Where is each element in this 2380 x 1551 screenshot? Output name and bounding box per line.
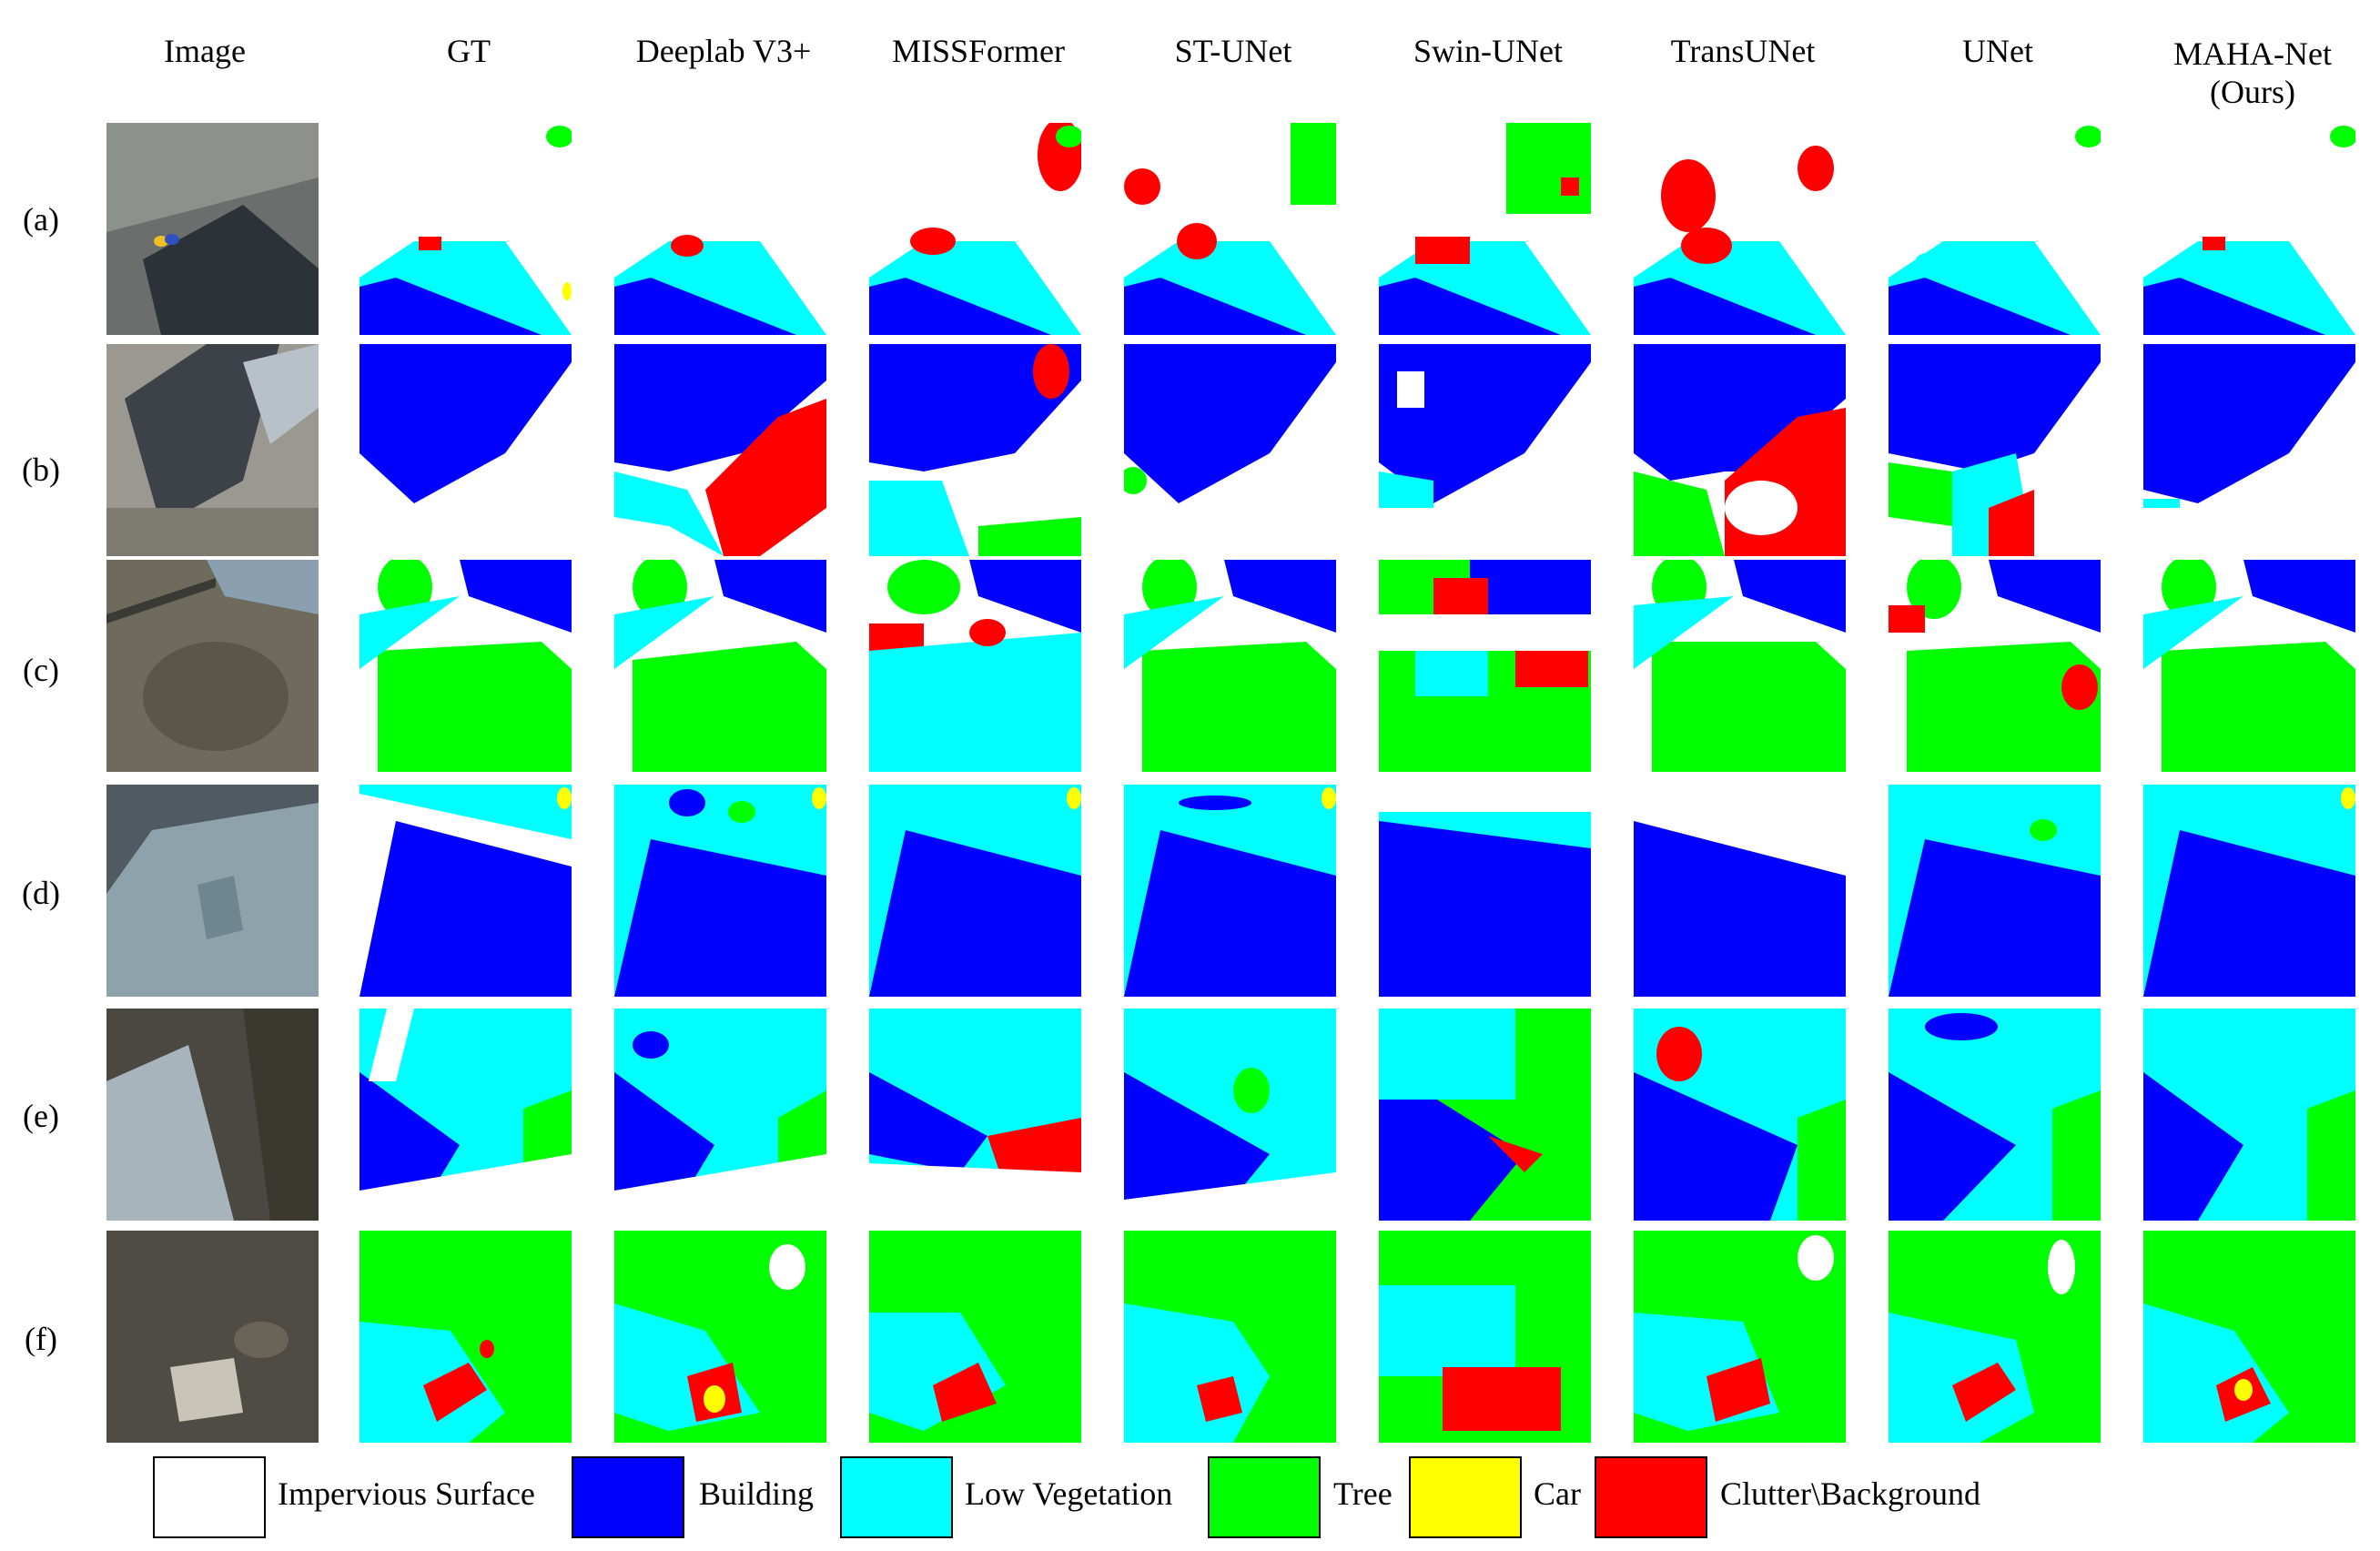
tile-f-missformer: [869, 1231, 1081, 1443]
legend-swatch-tree: [1208, 1456, 1321, 1538]
tile-b-missformer: [869, 344, 1081, 556]
tile-e-transunet: [1634, 1009, 1846, 1221]
tile-a-maha-net: [2143, 123, 2355, 335]
tile-c-transunet: [1634, 560, 1846, 772]
tile-f-swin-unet: [1379, 1231, 1591, 1443]
tile-a-unet: [1889, 123, 2101, 335]
tile-e-image: [106, 1009, 319, 1221]
tile-b-swin-unet: [1379, 344, 1591, 556]
legend-swatch-clutter-background: [1595, 1456, 1707, 1538]
legend-label-building: Building: [699, 1475, 815, 1512]
tile-f-maha-net: [2143, 1231, 2355, 1443]
tile-c-st-unet: [1124, 560, 1336, 772]
column-header-image: Image: [164, 33, 246, 69]
tile-e-st-unet: [1124, 1009, 1336, 1221]
tile-f-deeplab: [614, 1231, 826, 1443]
tile-d-image: [106, 785, 319, 997]
tile-a-transunet: [1634, 123, 1846, 335]
tile-c-gt: [360, 560, 572, 772]
tile-e-maha-net: [2143, 1009, 2355, 1221]
tile-e-deeplab: [614, 1009, 826, 1221]
tile-c-unet: [1889, 560, 2101, 772]
tile-f-unet: [1889, 1231, 2101, 1443]
tile-a-gt: [360, 123, 572, 335]
tile-a-swin-unet: [1379, 123, 1591, 335]
tile-e-unet: [1889, 1009, 2101, 1221]
column-header-gt: GT: [447, 33, 491, 69]
tile-c-maha-net: [2143, 560, 2355, 772]
tile-b-image: [106, 344, 319, 556]
tile-a-deeplab: [614, 123, 826, 335]
tile-b-gt: [360, 344, 572, 556]
legend-label-low-vegetation: Low Vegetation: [965, 1475, 1173, 1512]
column-header-unet: UNet: [1962, 33, 2033, 69]
legend-swatch-car: [1409, 1456, 1522, 1538]
tile-a-st-unet: [1124, 123, 1336, 335]
legend-swatch-building: [572, 1456, 684, 1538]
tile-f-image: [106, 1231, 319, 1443]
tile-d-gt: [360, 785, 572, 997]
tile-c-deeplab: [614, 560, 826, 772]
tile-c-swin-unet: [1379, 560, 1591, 772]
tile-e-swin-unet: [1379, 1009, 1591, 1221]
tile-b-deeplab: [614, 344, 826, 556]
tile-f-st-unet: [1124, 1231, 1336, 1443]
row-label-d: (d): [22, 875, 60, 911]
tile-b-unet: [1889, 344, 2101, 556]
legend-label-impervious-surface: Impervious Surface: [278, 1475, 535, 1512]
column-header-deeplab: Deeplab V3+: [635, 33, 812, 69]
row-label-c: (c): [23, 652, 59, 688]
column-header-missformer: MISSFormer: [891, 33, 1066, 69]
tile-c-missformer: [869, 560, 1081, 772]
legend-label-tree: Tree: [1333, 1475, 1393, 1512]
row-label-a: (a): [23, 201, 59, 238]
column-header-swin-unet: Swin-UNet: [1413, 33, 1563, 69]
legend-swatch-impervious-surface: [153, 1456, 266, 1538]
tile-d-unet: [1889, 785, 2101, 997]
column-header-maha-net: MAHA-Net (Ours): [2173, 35, 2332, 110]
tile-b-transunet: [1634, 344, 1846, 556]
tile-d-st-unet: [1124, 785, 1336, 997]
row-label-f: (f): [25, 1321, 57, 1357]
tile-d-maha-net: [2143, 785, 2355, 997]
column-header-st-unet: ST-UNet: [1174, 33, 1292, 69]
tile-d-transunet: [1634, 785, 1846, 997]
tile-f-transunet: [1634, 1231, 1846, 1443]
tile-d-swin-unet: [1379, 785, 1591, 997]
tile-b-maha-net: [2143, 344, 2355, 556]
tile-a-image: [106, 123, 319, 335]
column-header-transunet: TransUNet: [1670, 33, 1816, 69]
tile-e-missformer: [869, 1009, 1081, 1221]
tile-f-gt: [360, 1231, 572, 1443]
tile-c-image: [106, 560, 319, 772]
row-label-e: (e): [23, 1098, 59, 1134]
tile-d-deeplab: [614, 785, 826, 997]
legend-swatch-low-vegetation: [840, 1456, 953, 1538]
legend-label-car: Car: [1534, 1475, 1581, 1512]
legend-label-clutter-background: Clutter\Background: [1720, 1475, 1980, 1512]
tile-e-gt: [360, 1009, 572, 1221]
tile-d-missformer: [869, 785, 1081, 997]
row-label-b: (b): [22, 451, 60, 488]
tile-b-st-unet: [1124, 344, 1336, 556]
tile-a-missformer: [869, 123, 1081, 335]
